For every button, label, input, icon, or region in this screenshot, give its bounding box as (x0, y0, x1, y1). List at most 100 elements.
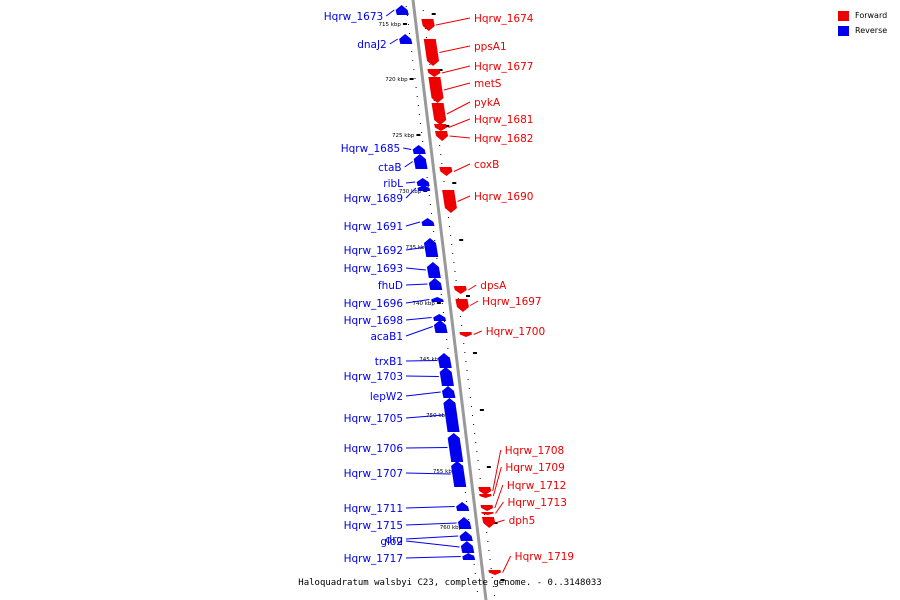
gene-label-fhuD[interactable]: fhuD (378, 280, 403, 292)
gene-Hqrw_1698-arrow[interactable] (433, 314, 447, 321)
gene-Hqrw_1712-arrow[interactable] (480, 505, 494, 511)
gene-Hqrw_1685-arrow[interactable] (412, 145, 426, 154)
gene-label-Hqrw_1713[interactable]: Hqrw_1713 (507, 497, 566, 509)
legend-forward-label: Forward (855, 11, 888, 20)
gene-label-Hqrw_1674[interactable]: Hqrw_1674 (474, 13, 534, 25)
gene-label-Hqrw_1703[interactable]: Hqrw_1703 (344, 371, 403, 383)
gene-label-Hqrw_1682[interactable]: Hqrw_1682 (474, 133, 533, 145)
gene-Hqrw_1700-arrow[interactable] (459, 332, 473, 337)
gene-fhuD-arrow[interactable] (428, 278, 443, 290)
gene-label-Hqrw_1677[interactable]: Hqrw_1677 (474, 61, 533, 73)
gene-label-metS[interactable]: metS (474, 78, 502, 90)
gene-Hqrw_1697-arrow[interactable] (455, 299, 469, 312)
gene-Hqrw_1673-arrow[interactable] (395, 5, 409, 15)
gene-Hqrw_1715-arrow[interactable] (457, 517, 472, 529)
gene-label-Hqrw_1692[interactable]: Hqrw_1692 (344, 245, 403, 257)
gene-label-glo2[interactable]: glo2 (380, 536, 403, 548)
gene-trxB1-arrow[interactable] (437, 353, 452, 368)
legend-reverse-label: Reverse (855, 26, 888, 35)
gene-label-Hqrw_1696[interactable]: Hqrw_1696 (344, 298, 404, 310)
gene-label-Hqrw_1689[interactable]: Hqrw_1689 (344, 193, 403, 205)
gene-label-drg[interactable]: drg (386, 534, 403, 546)
scale-dot (465, 361, 467, 362)
gene-Hqrw_1713-arrow[interactable] (481, 512, 494, 515)
gene-Hqrw_1707-arrow[interactable] (451, 461, 467, 487)
gene-ppsA1-arrow[interactable] (423, 39, 440, 66)
gene-pykA-arrow[interactable] (431, 103, 447, 125)
gene-label-trxB1[interactable]: trxB1 (375, 356, 403, 368)
gene-label-Hqrw_1719[interactable]: Hqrw_1719 (515, 551, 574, 563)
scale-dot (442, 312, 444, 313)
gene-label-Hqrw_1691[interactable]: Hqrw_1691 (344, 221, 403, 233)
gene-label-leader (405, 535, 459, 540)
gene-label-Hqrw_1673[interactable]: Hqrw_1673 (324, 11, 383, 23)
gene-label-leader (449, 135, 471, 139)
gene-label-leader (405, 267, 426, 271)
scale-dot (441, 163, 443, 164)
gene-Hqrw_1693-arrow[interactable] (426, 262, 441, 278)
gene-label-acaB1[interactable]: acaB1 (370, 331, 403, 343)
gene-label-Hqrw_1717[interactable]: Hqrw_1717 (344, 553, 403, 565)
scale-dot (426, 177, 428, 178)
gene-Hqrw_1696-arrow[interactable] (431, 297, 444, 302)
scale-dot (493, 595, 495, 596)
gene-label-pykA[interactable]: pykA (474, 97, 501, 109)
gene-Hqrw_1711-arrow[interactable] (456, 502, 470, 511)
gene-Hqrw_1706-arrow[interactable] (447, 433, 464, 462)
gene-dpsA-arrow[interactable] (453, 286, 467, 294)
gene-Hqrw_1708-arrow[interactable] (478, 487, 492, 495)
scale-dot (467, 379, 469, 380)
gene-metS-arrow[interactable] (428, 77, 444, 103)
gene-label-Hqrw_1700[interactable]: Hqrw_1700 (486, 326, 545, 338)
gene-label-coxB[interactable]: coxB (474, 159, 499, 171)
gene-label-Hqrw_1681[interactable]: Hqrw_1681 (474, 114, 533, 126)
gene-label-leader (405, 414, 444, 419)
gene-label-ctaB[interactable]: ctaB (378, 162, 402, 174)
gene-Hqrw_1717-arrow[interactable] (462, 553, 476, 560)
gene-coxB-arrow[interactable] (439, 167, 453, 176)
gene-Hqrw_1689-arrow[interactable] (417, 185, 431, 191)
gene-label-Hqrw_1706[interactable]: Hqrw_1706 (344, 443, 404, 455)
gene-label-Hqrw_1697[interactable]: Hqrw_1697 (482, 296, 541, 308)
gene-label-dnaJ2[interactable]: dnaJ2 (357, 39, 387, 51)
gene-ribL-arrow[interactable] (416, 178, 430, 186)
gene-ctaB-arrow[interactable] (413, 154, 428, 169)
gene-label-Hqrw_1698[interactable]: Hqrw_1698 (344, 315, 403, 327)
gene-Hqrw_1677-arrow[interactable] (427, 69, 441, 77)
gene-label-Hqrw_1708[interactable]: Hqrw_1708 (505, 445, 564, 457)
gene-glo2-arrow[interactable] (460, 541, 475, 553)
gene-label-Hqrw_1709[interactable]: Hqrw_1709 (505, 462, 564, 474)
gene-label-ppsA1[interactable]: ppsA1 (474, 41, 507, 53)
gene-Hqrw_1719-arrow[interactable] (488, 570, 501, 575)
gene-label-leader (473, 330, 482, 335)
gene-Hqrw_1691-arrow[interactable] (421, 218, 435, 226)
scale-dot (475, 442, 477, 443)
gene-label-dph5[interactable]: dph5 (509, 515, 536, 527)
scale-dot (489, 559, 491, 560)
gene-Hqrw_1703-arrow[interactable] (439, 367, 454, 386)
gene-label-lepW2[interactable]: lepW2 (370, 391, 403, 403)
gene-label-Hqrw_1690[interactable]: Hqrw_1690 (474, 191, 533, 203)
gene-Hqrw_1674-arrow[interactable] (421, 19, 435, 31)
gene-label-dpsA[interactable]: dpsA (480, 280, 507, 292)
gene-Hqrw_1681-arrow[interactable] (434, 124, 447, 131)
gene-lepW2-arrow[interactable] (441, 386, 456, 398)
gene-label-Hqrw_1693[interactable]: Hqrw_1693 (344, 263, 403, 275)
gene-label-Hqrw_1705[interactable]: Hqrw_1705 (344, 413, 403, 425)
gene-Hqrw_1705-arrow[interactable] (443, 398, 460, 432)
gene-label-Hqrw_1707[interactable]: Hqrw_1707 (344, 468, 403, 480)
gene-Hqrw_1682-arrow[interactable] (434, 131, 449, 141)
gene-label-Hqrw_1711[interactable]: Hqrw_1711 (344, 503, 403, 515)
gene-label-ribL[interactable]: ribL (383, 178, 403, 190)
gene-Hqrw_1709-arrow[interactable] (479, 494, 492, 498)
gene-dph5-arrow[interactable] (481, 517, 496, 528)
gene-Hqrw_1692-arrow[interactable] (423, 238, 439, 257)
gene-acaB1-arrow[interactable] (433, 320, 448, 333)
gene-label-Hqrw_1715[interactable]: Hqrw_1715 (344, 520, 403, 532)
gene-label-Hqrw_1712[interactable]: Hqrw_1712 (507, 480, 566, 492)
gene-label-leader (443, 82, 471, 91)
gene-label-Hqrw_1685[interactable]: Hqrw_1685 (341, 143, 400, 155)
gene-drg-arrow[interactable] (459, 531, 473, 541)
gene-dnaJ2-arrow[interactable] (399, 34, 413, 44)
gene-Hqrw_1690-arrow[interactable] (442, 190, 457, 213)
